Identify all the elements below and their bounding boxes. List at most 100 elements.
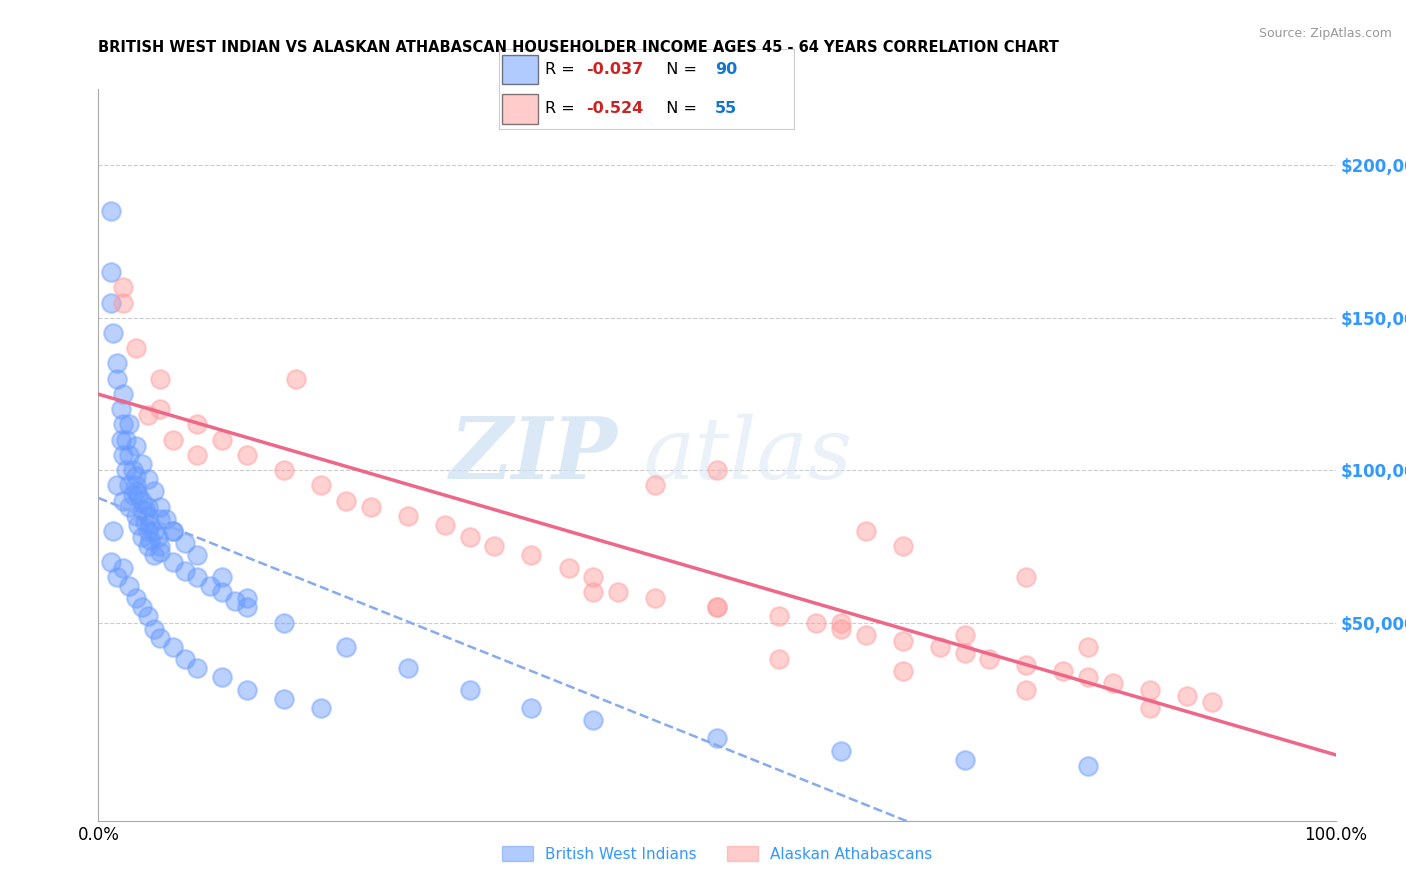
Point bbox=[118, 500, 141, 514]
Point bbox=[134, 503, 156, 517]
Point bbox=[198, 579, 221, 593]
Point bbox=[335, 640, 357, 654]
Point bbox=[105, 478, 128, 492]
Point bbox=[830, 743, 852, 757]
Point bbox=[830, 622, 852, 636]
Point bbox=[146, 530, 169, 544]
Point bbox=[706, 463, 728, 477]
Text: BRITISH WEST INDIAN VS ALASKAN ATHABASCAN HOUSEHOLDER INCOME AGES 45 - 64 YEARS : BRITISH WEST INDIAN VS ALASKAN ATHABASCA… bbox=[98, 40, 1059, 55]
Point bbox=[891, 539, 914, 553]
Point bbox=[139, 533, 162, 548]
Point bbox=[1139, 701, 1161, 715]
Text: R =: R = bbox=[546, 102, 579, 116]
Point bbox=[855, 524, 877, 538]
Point bbox=[143, 524, 166, 538]
Point bbox=[830, 615, 852, 630]
Point bbox=[131, 600, 153, 615]
Point bbox=[1015, 570, 1038, 584]
Point bbox=[706, 731, 728, 746]
Point bbox=[162, 524, 184, 538]
Point bbox=[149, 500, 172, 514]
Point bbox=[335, 493, 357, 508]
Point bbox=[114, 463, 136, 477]
Point bbox=[134, 515, 156, 529]
Point bbox=[136, 539, 159, 553]
Point bbox=[211, 585, 233, 599]
Point bbox=[186, 417, 208, 432]
Point bbox=[1015, 682, 1038, 697]
Point bbox=[1052, 665, 1074, 679]
Point bbox=[557, 560, 579, 574]
Point bbox=[162, 524, 184, 538]
Point bbox=[110, 433, 132, 447]
Point bbox=[124, 508, 146, 523]
Point bbox=[953, 646, 976, 660]
Point bbox=[149, 545, 172, 559]
Point bbox=[236, 448, 259, 462]
Point bbox=[149, 631, 172, 645]
Point bbox=[458, 682, 481, 697]
Point bbox=[124, 591, 146, 606]
Point bbox=[236, 682, 259, 697]
Point bbox=[1175, 689, 1198, 703]
Point bbox=[309, 701, 332, 715]
Point bbox=[110, 402, 132, 417]
Point bbox=[118, 448, 141, 462]
Point bbox=[149, 402, 172, 417]
Point bbox=[112, 560, 135, 574]
Point bbox=[131, 530, 153, 544]
Text: Source: ZipAtlas.com: Source: ZipAtlas.com bbox=[1258, 27, 1392, 40]
Point bbox=[186, 549, 208, 563]
Point bbox=[124, 478, 146, 492]
Point bbox=[105, 356, 128, 371]
Point bbox=[136, 508, 159, 523]
Point bbox=[211, 670, 233, 684]
Point bbox=[174, 652, 197, 666]
Point bbox=[1077, 670, 1099, 684]
Point bbox=[103, 524, 125, 538]
Text: -0.524: -0.524 bbox=[586, 102, 644, 116]
Point bbox=[804, 615, 827, 630]
Point bbox=[143, 549, 166, 563]
Point bbox=[136, 524, 159, 538]
Point bbox=[174, 536, 197, 550]
Text: R =: R = bbox=[546, 62, 579, 77]
Point bbox=[149, 539, 172, 553]
Point bbox=[131, 457, 153, 471]
Point bbox=[118, 417, 141, 432]
Point bbox=[162, 555, 184, 569]
Point bbox=[309, 478, 332, 492]
FancyBboxPatch shape bbox=[502, 54, 537, 85]
Point bbox=[124, 469, 146, 483]
Text: ZIP: ZIP bbox=[450, 413, 619, 497]
Point bbox=[100, 555, 122, 569]
Point bbox=[162, 640, 184, 654]
Point bbox=[928, 640, 950, 654]
Point bbox=[953, 753, 976, 767]
Point bbox=[520, 701, 543, 715]
Text: N =: N = bbox=[655, 102, 702, 116]
Point bbox=[396, 508, 419, 523]
Point bbox=[396, 661, 419, 675]
Point bbox=[891, 633, 914, 648]
Point bbox=[236, 600, 259, 615]
Point bbox=[273, 463, 295, 477]
Point bbox=[582, 713, 605, 727]
Point bbox=[607, 585, 630, 599]
Point bbox=[112, 280, 135, 294]
Point bbox=[100, 204, 122, 219]
Point bbox=[143, 622, 166, 636]
Point bbox=[360, 500, 382, 514]
Point bbox=[124, 439, 146, 453]
Point bbox=[186, 570, 208, 584]
Point bbox=[136, 609, 159, 624]
Point bbox=[122, 487, 145, 501]
Point bbox=[112, 448, 135, 462]
Point bbox=[1077, 758, 1099, 772]
Text: N =: N = bbox=[655, 62, 702, 77]
Text: 55: 55 bbox=[714, 102, 737, 116]
Point bbox=[136, 500, 159, 514]
Point bbox=[174, 564, 197, 578]
Text: -0.037: -0.037 bbox=[586, 62, 644, 77]
Point bbox=[224, 594, 246, 608]
